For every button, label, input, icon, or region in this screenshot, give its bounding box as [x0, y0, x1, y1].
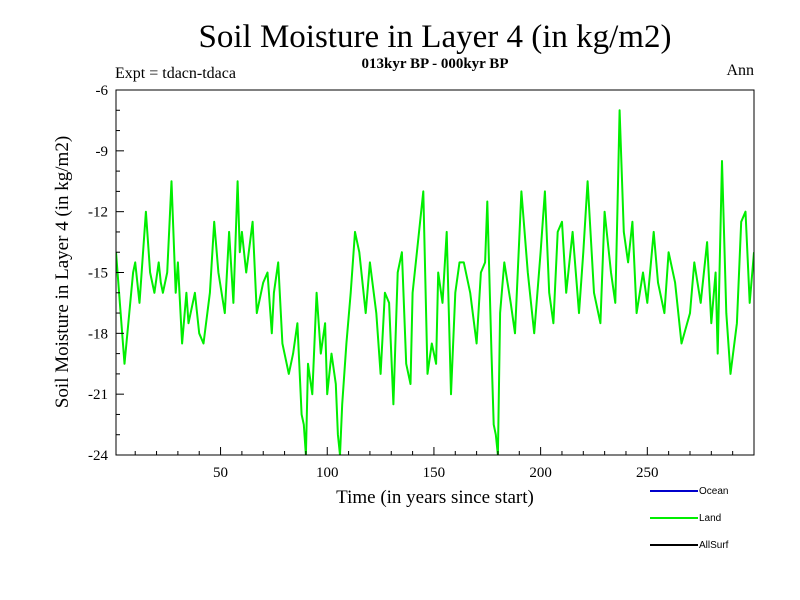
y-tick-label: -12	[88, 205, 108, 221]
y-tick-label: -15	[88, 266, 108, 282]
season-label: Ann	[726, 62, 754, 79]
x-tick-label: 150	[423, 465, 446, 481]
x-tick-label: 50	[213, 465, 228, 481]
series-line-land	[116, 109, 754, 455]
y-tick-label: -21	[88, 387, 108, 403]
y-axis-label: Soil Moisture in Layer 4 (in kg/m2)	[52, 136, 73, 408]
x-tick-label: 100	[316, 465, 339, 481]
expt-label: Expt = tdacn-tdaca	[115, 65, 236, 82]
legend-label-allsurf: AllSurf	[699, 540, 729, 551]
legend-label-land: Land	[699, 513, 721, 524]
x-tick-label: 200	[529, 465, 552, 481]
x-axis-label: Time (in years since start)	[336, 487, 534, 508]
chart-subtitle: 013kyr BP - 000kyr BP	[362, 56, 509, 72]
y-tick-label: -24	[88, 448, 108, 464]
legend: Ocean Land AllSurf	[650, 486, 729, 551]
chart-title: Soil Moisture in Layer 4 (in kg/m2)	[199, 19, 672, 55]
y-tick-label: -9	[96, 144, 109, 160]
legend-label-ocean: Ocean	[699, 486, 728, 497]
y-tick-label: -18	[88, 326, 108, 342]
x-tick-label: 250	[636, 465, 659, 481]
y-tick-label: -6	[96, 83, 109, 99]
